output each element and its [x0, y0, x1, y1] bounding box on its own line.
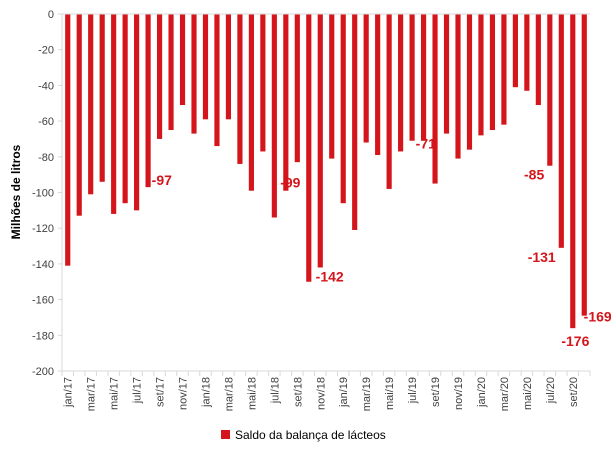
bar-nov-19 — [455, 14, 461, 159]
x-tick-label: set/20 — [568, 377, 580, 407]
x-axis: jan/17 mar/17 mai/17 jul/17 set/17 nov/17 jan/… — [61, 13, 591, 411]
bar-set-17 — [156, 14, 163, 139]
bar-ago-19 — [420, 14, 427, 141]
y-tick-label: 0 — [48, 9, 54, 21]
bar-jun-18 — [260, 14, 266, 152]
bar-mar-18 — [225, 14, 232, 120]
data-label: -131 — [528, 249, 556, 265]
y-tick-label: -20 — [38, 45, 54, 57]
x-tick-label: set/18 — [292, 377, 304, 407]
legend-label: Saldo da balança de lácteos — [235, 428, 386, 442]
y-tick-label: -120 — [32, 223, 54, 235]
y-tick-label: -200 — [32, 366, 54, 378]
bar-fev-18 — [214, 14, 220, 147]
bar-out-19 — [443, 14, 450, 134]
bar-set-18 — [294, 14, 300, 163]
bar-out-20 — [581, 14, 587, 316]
x-tick-label: jul/20 — [545, 377, 557, 404]
x-tick-label: mar/17 — [86, 377, 98, 411]
bar-jan-18 — [202, 14, 209, 120]
data-label: -142 — [316, 268, 344, 284]
bar-dez-19 — [466, 14, 473, 150]
bar-abr-18 — [237, 14, 243, 164]
bar-dez-17 — [191, 14, 197, 134]
bar-jun-19 — [398, 14, 404, 152]
bar-fev-19 — [352, 14, 358, 230]
y-tick-label: -60 — [38, 116, 54, 128]
y-axis-label: Milhões de litros — [9, 144, 23, 239]
bar-ago-20 — [558, 14, 564, 248]
x-tick-label: jul/18 — [269, 377, 281, 404]
bar-mai-17 — [111, 14, 117, 214]
x-tick-label: set/17 — [155, 377, 167, 407]
bar-mai-20 — [524, 14, 530, 91]
x-tick-label: mai/17 — [109, 377, 121, 410]
x-tick-label: mai/20 — [522, 377, 534, 410]
x-tick-label: mar/18 — [223, 377, 235, 411]
x-tick-label: nov/17 — [178, 377, 190, 410]
bar-jan-19 — [340, 14, 346, 204]
x-tick-label: jul/19 — [407, 377, 419, 404]
bar-jul-20 — [547, 14, 553, 166]
x-tick-label: set/19 — [430, 377, 442, 407]
bar-jan-17 — [65, 14, 71, 266]
bar-abr-19 — [375, 14, 381, 156]
x-tick-label: jan/20 — [476, 377, 488, 408]
bar-out-17 — [168, 14, 174, 131]
bars — [65, 14, 587, 329]
data-label: -97 — [152, 172, 172, 188]
bar-abr-20 — [512, 14, 518, 88]
legend-swatch — [221, 430, 230, 439]
data-label: -169 — [584, 309, 611, 325]
x-tick-label: mai/18 — [246, 377, 258, 410]
bar-ago-17 — [145, 14, 151, 188]
bar-mai-18 — [248, 14, 254, 191]
data-labels: -97 -99 -142 -71 -85 -131 -176 -169 — [152, 136, 611, 349]
bar-mar-17 — [88, 14, 94, 195]
legend: Saldo da balança de lácteos — [221, 428, 386, 442]
data-label: -71 — [416, 136, 436, 152]
y-tick-label: -140 — [32, 259, 54, 271]
bar-fev-17 — [76, 14, 82, 216]
bar-nov-18 — [317, 14, 323, 268]
bar-mar-19 — [363, 14, 369, 143]
data-label: -85 — [524, 167, 544, 183]
x-tick-label: nov/18 — [315, 377, 327, 410]
bar-jul-19 — [409, 14, 415, 141]
bar-dez-18 — [329, 14, 335, 159]
data-label: -99 — [280, 175, 300, 191]
bar-nov-17 — [179, 14, 186, 106]
x-tick-label: jan/18 — [200, 377, 212, 408]
x-tick-label: jan/17 — [63, 377, 75, 408]
bar-jan-20 — [478, 14, 484, 136]
bar-set-20 — [570, 14, 576, 329]
bar-jul-17 — [134, 14, 140, 211]
x-tick-label: mar/19 — [361, 377, 373, 411]
x-tick-label: nov/19 — [453, 377, 465, 410]
bar-ago-18 — [283, 14, 289, 191]
x-tick-label: mar/20 — [499, 377, 511, 411]
bar-abr-17 — [99, 14, 105, 182]
y-tick-label: -100 — [32, 188, 54, 200]
bar-jun-20 — [535, 14, 541, 106]
y-tick-label: -180 — [32, 330, 54, 342]
x-tick-label: jan/19 — [338, 377, 350, 408]
x-tick-label: mai/19 — [384, 377, 396, 410]
y-axis: 0 -20 -40 -60 -80 -100 -120 -140 -160 -180 -200 — [32, 9, 63, 378]
y-tick-label: -80 — [38, 152, 54, 164]
bar-jun-17 — [122, 14, 128, 204]
y-tick-label: -160 — [32, 295, 54, 307]
bar-jul-18 — [271, 14, 277, 218]
bar-mar-20 — [501, 14, 507, 125]
bar-out-18 — [306, 14, 312, 282]
bar-set-19 — [432, 14, 438, 184]
bar-fev-20 — [489, 14, 496, 131]
bar-mai-19 — [386, 14, 392, 189]
y-tick-label: -40 — [38, 80, 54, 92]
data-label: -176 — [561, 333, 589, 349]
x-tick-label: jul/17 — [132, 377, 144, 404]
